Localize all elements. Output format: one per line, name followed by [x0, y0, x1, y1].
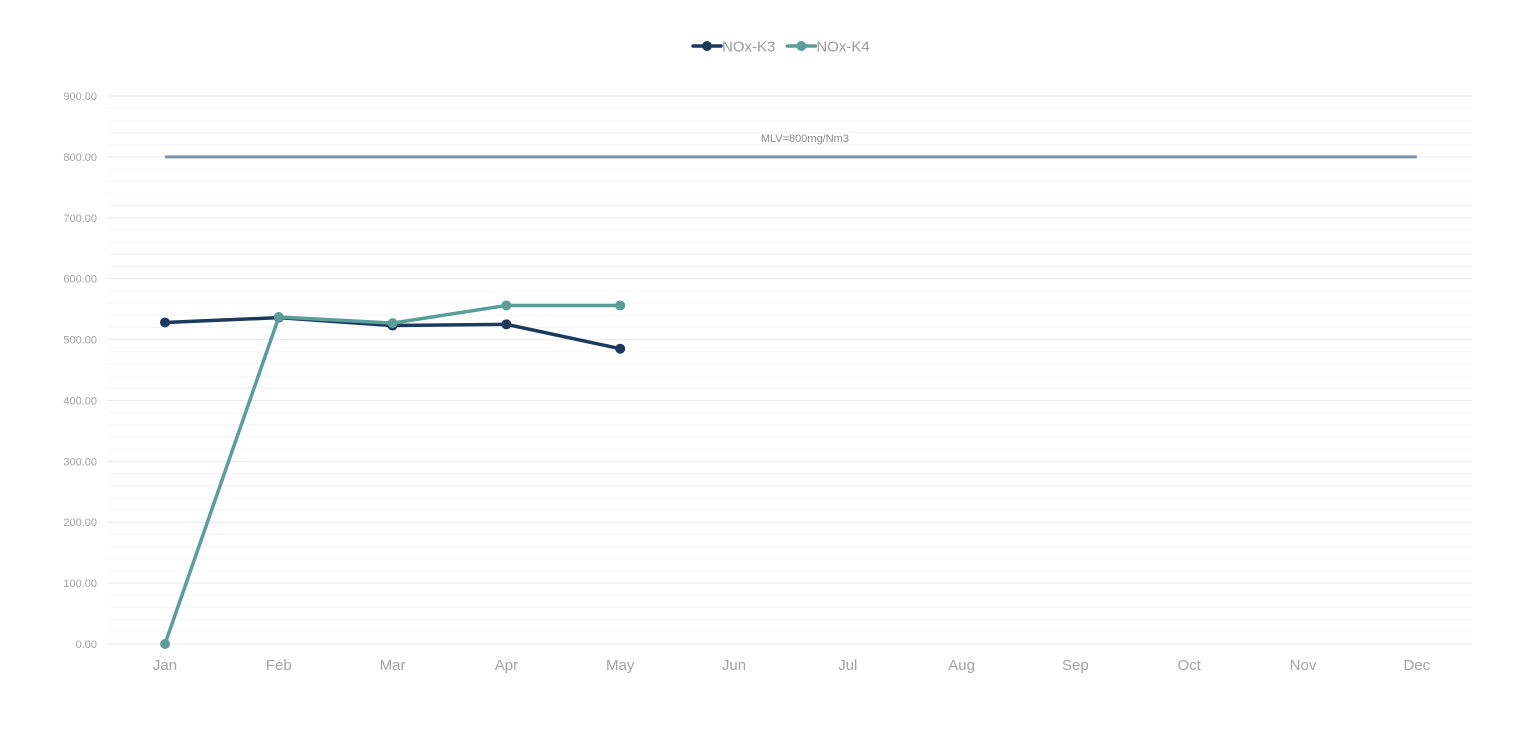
legend-label: NOx-K3 — [722, 39, 775, 56]
y-tick-label: 0.00 — [76, 639, 97, 651]
x-axis: Jan Feb Mar Apr May Jun Jul Aug Sep Oct Nov Dec — [153, 657, 1431, 674]
x-tick-label: Jun — [722, 657, 746, 674]
y-tick-label: 200.00 — [63, 517, 97, 529]
x-tick-label: Jul — [838, 657, 857, 674]
legend-label: NOx-K4 — [816, 39, 869, 56]
y-tick-label: 500.00 — [63, 335, 97, 347]
data-point[interactable] — [387, 318, 398, 329]
y-tick-label: 800.00 — [63, 152, 97, 164]
grid — [108, 95, 1472, 645]
x-tick-label: Sep — [1062, 657, 1089, 674]
data-point[interactable] — [160, 317, 170, 328]
data-point[interactable] — [273, 312, 284, 323]
data-point[interactable] — [501, 319, 512, 330]
series-group — [160, 300, 626, 649]
data-point[interactable] — [501, 300, 512, 311]
data-point[interactable] — [615, 343, 626, 354]
data-point[interactable] — [615, 300, 626, 311]
x-tick-label: Nov — [1290, 657, 1317, 674]
x-tick-label: Oct — [1178, 657, 1202, 674]
x-tick-label: Dec — [1403, 657, 1430, 674]
y-axis: 0.00 100.00 200.00 300.00 400.00 500.00 600.00… — [63, 91, 97, 651]
y-tick-label: 600.00 — [63, 274, 97, 286]
legend-item[interactable]: NOx-K3 — [691, 39, 775, 56]
legend[interactable]: NOx-K3 NOx-K4 — [691, 39, 870, 56]
data-point[interactable] — [160, 639, 170, 649]
legend-marker-icon — [702, 41, 712, 51]
x-tick-label: Jan — [153, 657, 177, 674]
x-tick-label: Apr — [495, 657, 518, 674]
x-tick-label: Aug — [948, 657, 975, 674]
series-line — [163, 303, 622, 646]
y-tick-label: 900.00 — [63, 91, 97, 103]
y-tick-label: 400.00 — [63, 395, 97, 407]
x-tick-label: May — [606, 657, 635, 674]
y-tick-label: 100.00 — [63, 578, 97, 590]
y-tick-label: 300.00 — [63, 456, 97, 468]
reference-line-label: MLV=800mg/Nm3 — [761, 133, 849, 145]
x-tick-label: Feb — [266, 657, 292, 674]
series-nox-k4 — [160, 300, 626, 649]
legend-marker-icon — [796, 41, 807, 51]
y-tick-label: 700.00 — [63, 213, 97, 225]
x-tick-label: Mar — [380, 657, 406, 674]
legend-item[interactable]: NOx-K4 — [785, 39, 870, 56]
reference-line-group: MLV=800mg/Nm3 — [165, 133, 1417, 159]
